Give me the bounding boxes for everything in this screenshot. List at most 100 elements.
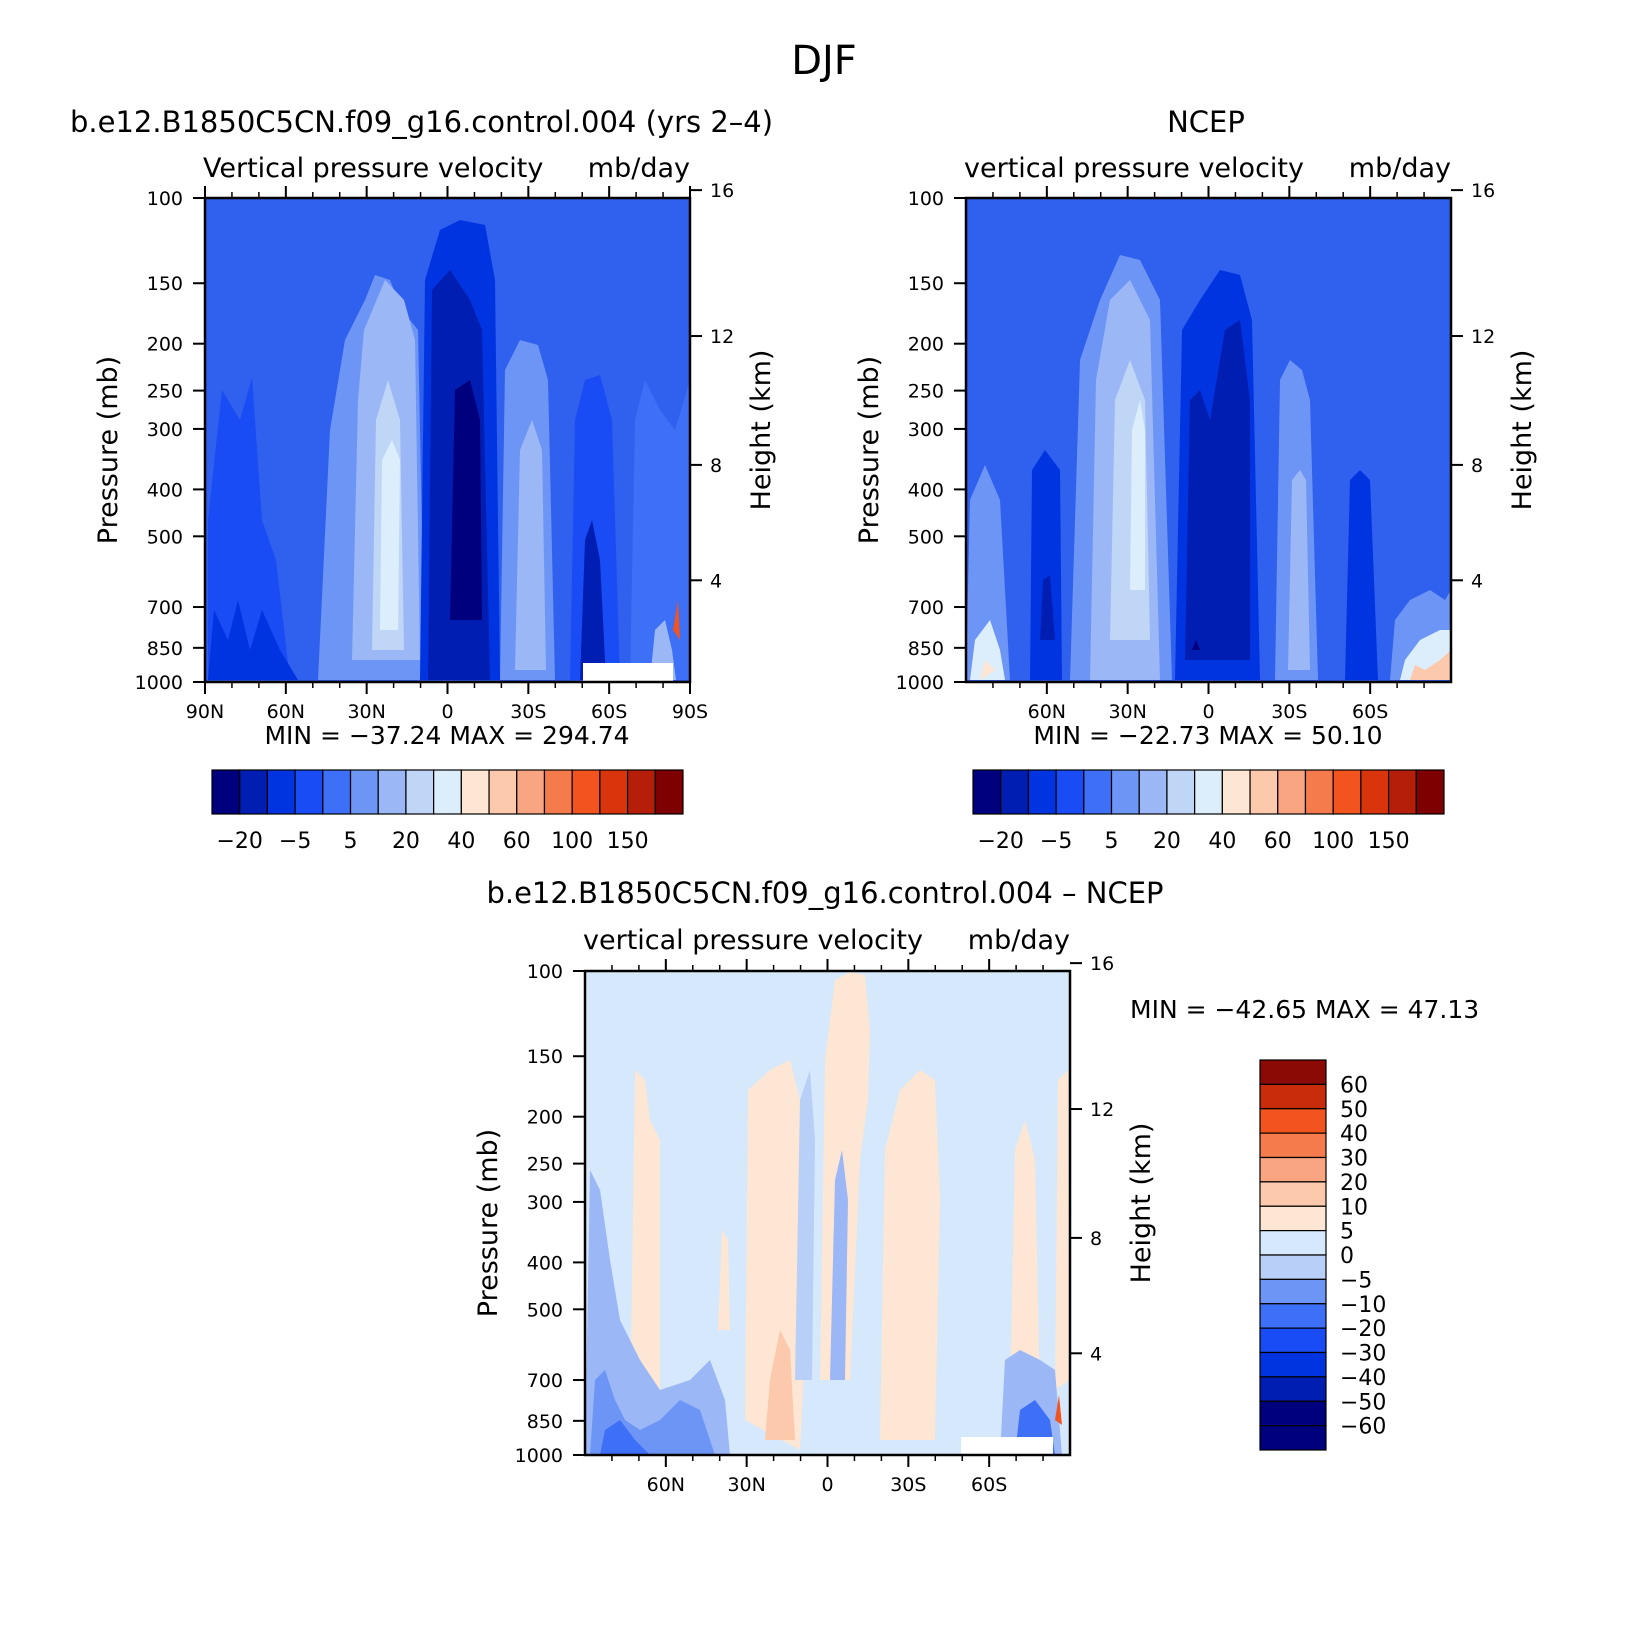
y-tick-label: 100: [147, 188, 183, 210]
colorbar-label: 60: [503, 829, 531, 854]
y-right-tick-label: 16: [1090, 953, 1114, 975]
y-axis-label: Pressure (mb): [854, 356, 885, 544]
colorbar-label: −20: [216, 829, 262, 854]
colorbar-swatch: [1304, 769, 1334, 815]
colorbar-label: 100: [1312, 829, 1354, 854]
y-right-axis-label: Height (km): [1126, 1123, 1157, 1284]
colorbar-swatch: [1055, 769, 1085, 815]
colorbar-label: 40: [1208, 829, 1236, 854]
colorbar-label: −5: [1040, 829, 1072, 854]
colorbar-swatch: [349, 769, 379, 815]
colorbar-swatch: [266, 769, 296, 815]
colorbar-label: 60: [1264, 829, 1292, 854]
y-tick-label: 1000: [135, 672, 183, 694]
y-axis-label: Pressure (mb): [93, 356, 124, 544]
y-right-tick-label: 12: [710, 326, 734, 348]
colorbar-swatch: [294, 769, 324, 815]
colorbar-swatch: [1415, 769, 1445, 815]
panel-diff-units: mb/day: [968, 925, 1070, 956]
x-tick-label: 60N: [647, 1474, 685, 1496]
contour-60s-b: [580, 520, 606, 680]
colorbar-label: 20: [392, 829, 420, 854]
figure-title: DJF: [791, 38, 857, 84]
x-tick-label: 60N: [267, 701, 305, 723]
colorbar-swatch: [1259, 1254, 1327, 1280]
panel-ncep-field: [966, 198, 1451, 682]
colorbar-label: 150: [1368, 829, 1410, 854]
colorbar-label: 20: [1153, 829, 1181, 854]
colorbar-swatch: [543, 769, 573, 815]
colorbar-swatch: [1360, 769, 1390, 815]
contour-60n: [1030, 450, 1062, 680]
colorbar-label: −50: [1340, 1390, 1386, 1415]
contour-pos-a: [630, 1070, 660, 1440]
x-tick-label: 90N: [186, 701, 224, 723]
panel-model-subtitle: Vertical pressure velocity: [203, 153, 543, 184]
y-tick-label: 500: [908, 526, 944, 548]
colorbar-swatch: [1259, 1278, 1327, 1305]
colorbar-label: 60: [1340, 1073, 1368, 1098]
panel-diff-subtitle: vertical pressure velocity: [583, 925, 923, 956]
missing-data: [583, 663, 673, 682]
x-tick-label: 60S: [971, 1474, 1007, 1496]
y-right-tick-label: 16: [710, 180, 734, 202]
colorbar-swatch: [1259, 1327, 1327, 1354]
x-tick-label: 0: [821, 1474, 833, 1496]
contour-nh-hilat-b: [208, 600, 298, 680]
contour-60s: [570, 375, 620, 680]
colorbar-swatch: [1000, 769, 1030, 815]
y-tick-label: 100: [908, 188, 944, 210]
y-tick-label: 500: [527, 1299, 563, 1321]
colorbar-swatch: [1259, 1230, 1327, 1256]
y-tick-label: 150: [527, 1046, 563, 1068]
y-right-tick-label: 8: [710, 455, 722, 477]
panel-diff-field: [585, 971, 1070, 1455]
colorbar-swatch: [1027, 769, 1057, 815]
colorbar-swatch: [1259, 1425, 1327, 1451]
y-tick-label: 850: [527, 1411, 563, 1433]
colorbar-label: −30: [1340, 1342, 1386, 1367]
contour-30s-inner: [1288, 470, 1310, 670]
contour-pos-b: [745, 1060, 810, 1450]
x-tick-label: 60S: [1352, 701, 1388, 723]
colorbar-swatch: [1387, 769, 1417, 815]
colorbar-label: 5: [1340, 1220, 1354, 1245]
colorbar-swatch: [460, 769, 490, 815]
contour-nh-hilat-c: [980, 660, 995, 680]
colorbar-swatch: [239, 769, 269, 815]
x-tick-label: 60N: [1028, 701, 1066, 723]
colorbar-label: 5: [1105, 829, 1119, 854]
contour-60s: [1345, 470, 1378, 680]
y-tick-label: 400: [527, 1252, 563, 1274]
colorbar-swatch: [488, 769, 518, 815]
colorbar-swatch: [1166, 769, 1196, 815]
x-tick-label: 90S: [672, 701, 708, 723]
x-tick-label: 30N: [1108, 701, 1146, 723]
y-right-tick-label: 4: [1471, 570, 1483, 592]
colorbar-swatch: [1259, 1351, 1327, 1378]
panel-diff: b.e12.B1850C5CN.f09_g16.control.004 – NC…: [473, 876, 1479, 1496]
contour-pos-f: [1010, 1120, 1040, 1400]
y-tick-label: 200: [527, 1107, 563, 1129]
panel-ncep-minmax: MIN = −22.73 MAX = 50.10: [1033, 721, 1382, 750]
colorbar-swatch: [1277, 769, 1307, 815]
colorbar-swatch: [1259, 1132, 1327, 1159]
panel-model-minmax: MIN = −37.24 MAX = 294.74: [264, 721, 629, 750]
missing-data: [961, 1437, 1053, 1455]
contour-red-tip: [1055, 1395, 1062, 1425]
colorbar-swatch: [1259, 1303, 1327, 1329]
colorbar-label: 100: [551, 829, 593, 854]
contour-pos-h: [718, 1230, 730, 1330]
contour-eq-core: [1192, 640, 1200, 650]
y-right-tick-label: 4: [710, 570, 722, 592]
y-tick-label: 700: [527, 1370, 563, 1392]
colorbar-swatch: [1259, 1181, 1327, 1207]
colorbar-label: −5: [279, 829, 311, 854]
panel-diff-title: b.e12.B1850C5CN.f09_g16.control.004 – NC…: [486, 876, 1163, 910]
panel-ncep-subtitle: vertical pressure velocity: [964, 153, 1304, 184]
y-tick-label: 150: [147, 273, 183, 295]
contour-60n-core: [1040, 575, 1055, 640]
colorbar-label: 30: [1340, 1147, 1368, 1172]
y-tick-label: 700: [908, 597, 944, 619]
